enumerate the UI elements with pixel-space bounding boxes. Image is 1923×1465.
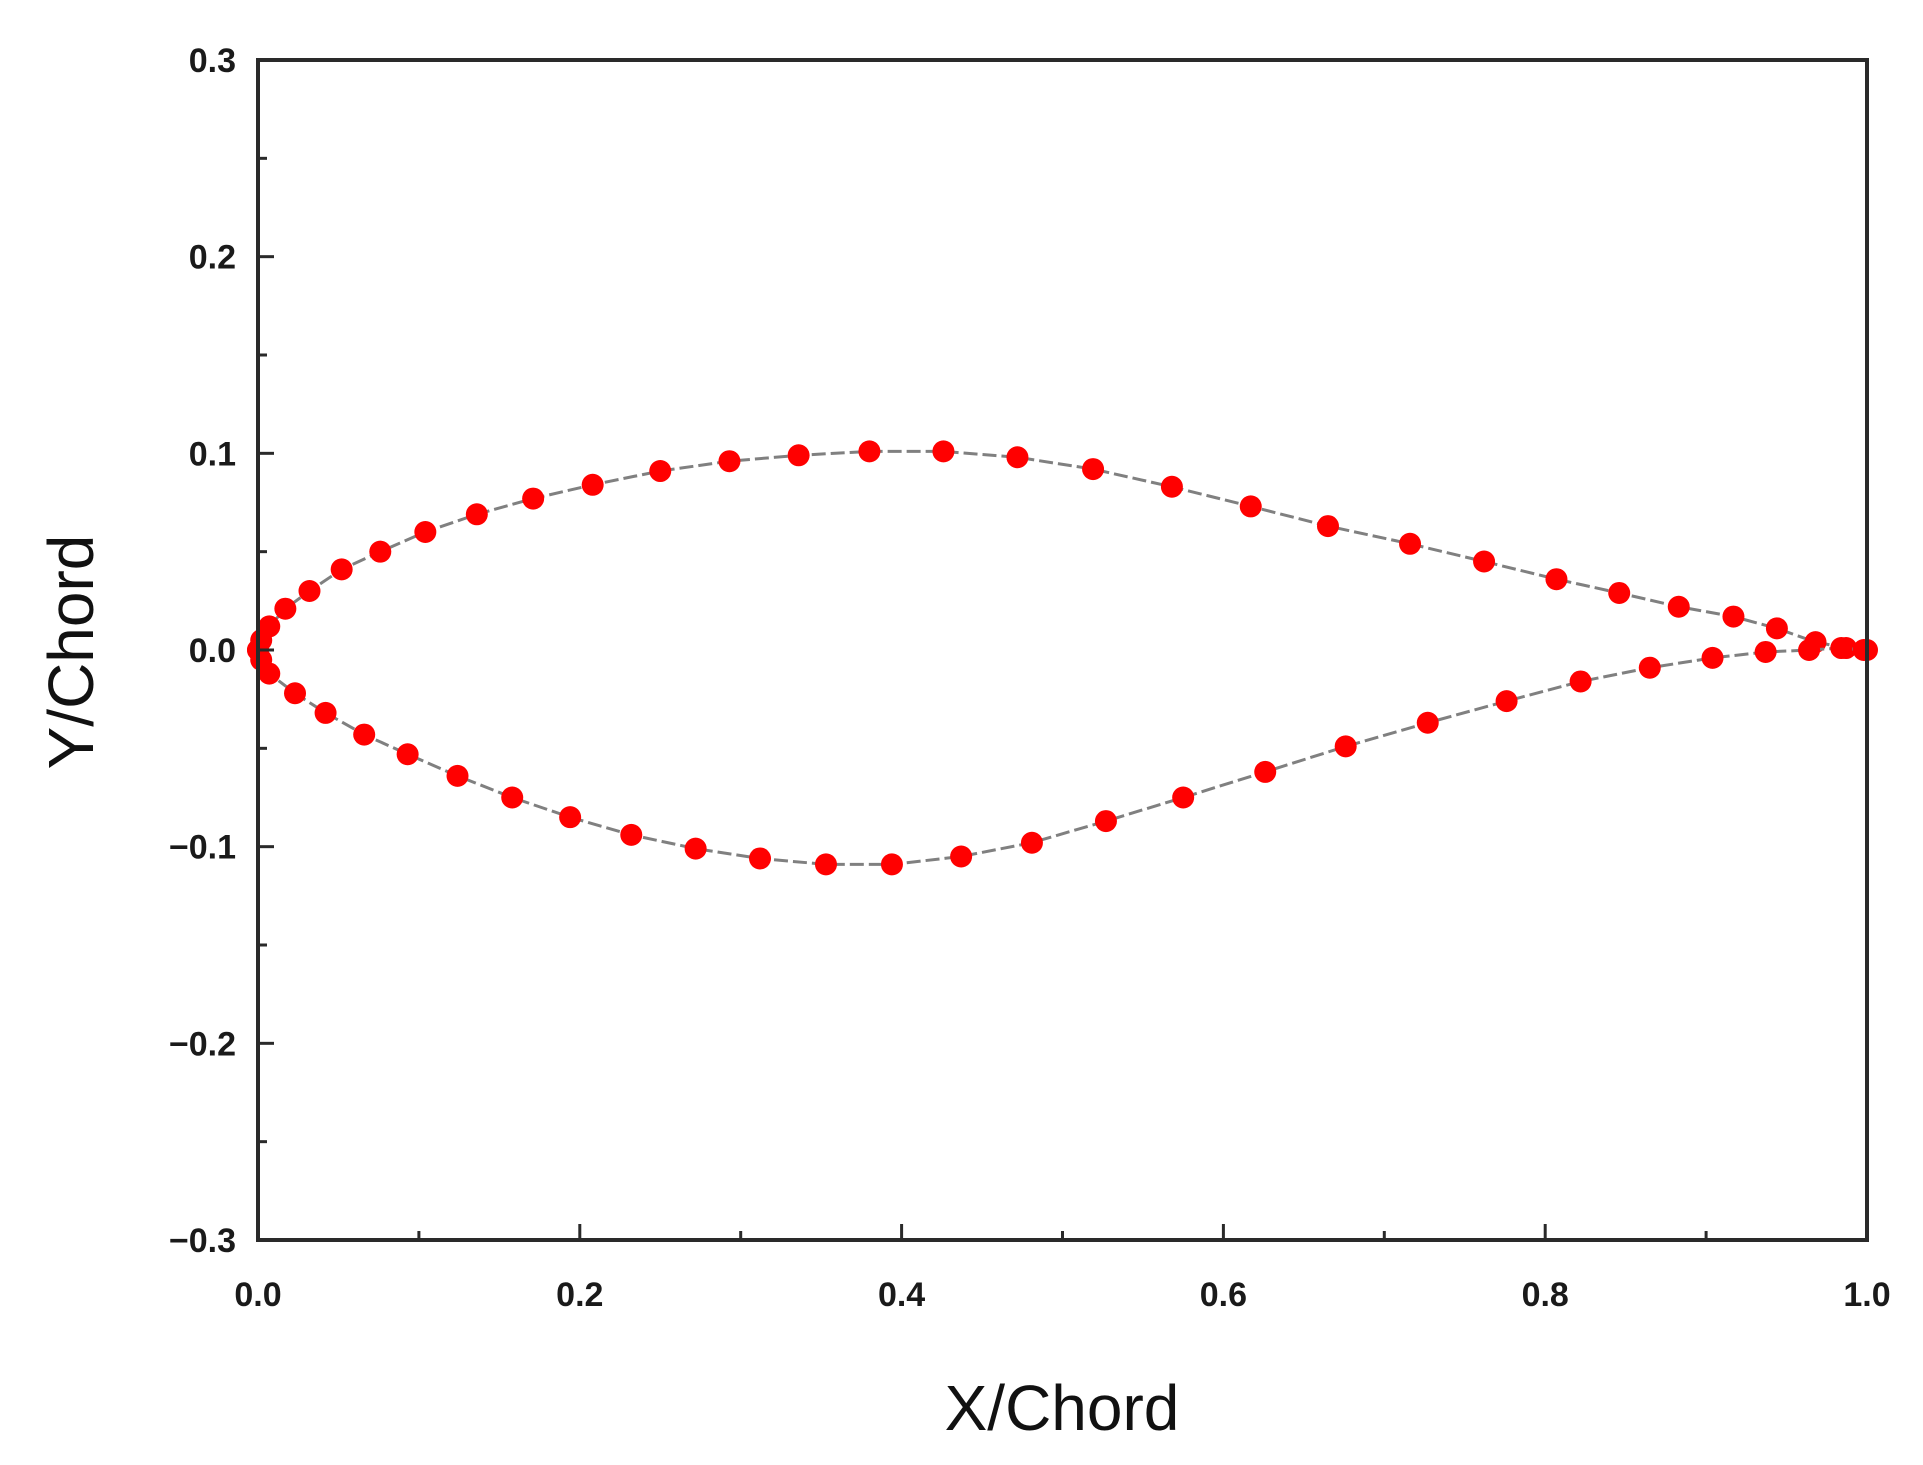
data-point xyxy=(274,597,297,620)
data-point xyxy=(1239,495,1262,518)
data-point xyxy=(258,662,281,685)
data-point xyxy=(284,682,307,705)
x-tick-label: 1.0 xyxy=(1843,1276,1890,1314)
series-1 xyxy=(247,440,1878,661)
y-tick-label: 0.0 xyxy=(189,632,236,670)
data-point xyxy=(880,853,903,876)
data-point xyxy=(1754,640,1777,663)
data-point xyxy=(1608,581,1631,604)
x-tick-label: 0.8 xyxy=(1522,1276,1569,1314)
tick-labels: 0.0 0.2 0.4 0.6 0.8 1.0 −0.3 −0.2 −0.1 0.0 0.1 0.2 0… xyxy=(169,42,1891,1314)
data-point xyxy=(814,853,837,876)
plot-frame xyxy=(256,58,1869,1242)
data-point xyxy=(649,460,672,483)
y-tick-label: 0.1 xyxy=(189,435,236,473)
x-tick-label: 0.0 xyxy=(234,1276,281,1314)
data-point xyxy=(559,806,582,829)
data-point xyxy=(1545,568,1568,591)
data-point xyxy=(1765,617,1788,640)
data-point xyxy=(1399,532,1422,555)
data-point xyxy=(1569,670,1592,693)
x-tick-label: 0.4 xyxy=(878,1276,925,1314)
data-point xyxy=(858,440,881,463)
y-tick-label: −0.1 xyxy=(169,829,236,867)
data-point xyxy=(684,837,707,860)
data-point xyxy=(1254,760,1277,783)
data-point xyxy=(501,786,524,809)
data-point xyxy=(1160,475,1183,498)
data-point xyxy=(330,558,353,581)
data-point xyxy=(1638,656,1661,679)
data-point xyxy=(620,823,643,846)
x-tick-label: 0.6 xyxy=(1200,1276,1247,1314)
data-point xyxy=(353,723,376,746)
data-point xyxy=(1495,690,1518,713)
data-point xyxy=(414,521,437,543)
y-tick-label: −0.2 xyxy=(169,1025,236,1063)
data-point xyxy=(1316,515,1339,538)
data-point xyxy=(314,701,337,724)
data-point xyxy=(1416,711,1439,734)
data-point xyxy=(749,847,772,870)
data-point xyxy=(396,743,419,766)
data-point xyxy=(1006,446,1029,469)
data-point xyxy=(369,540,392,563)
y-axis-title: Y/Chord xyxy=(35,535,107,770)
series-2 xyxy=(247,637,1875,876)
data-point xyxy=(1798,639,1821,661)
data-point xyxy=(1701,646,1724,669)
data-point xyxy=(932,440,955,463)
data-point xyxy=(1094,810,1117,833)
series-line xyxy=(256,449,1868,652)
data-point xyxy=(465,503,488,526)
plot-area xyxy=(247,440,1878,876)
data-point xyxy=(718,450,741,473)
y-tick-label: −0.3 xyxy=(169,1222,236,1260)
data-point xyxy=(950,845,973,868)
y-tick-label: 0.2 xyxy=(189,239,236,277)
data-point xyxy=(1852,639,1875,661)
data-point xyxy=(1473,550,1496,573)
data-point xyxy=(1172,786,1195,809)
data-point xyxy=(1082,458,1105,481)
data-point xyxy=(1830,637,1853,660)
data-point xyxy=(1722,605,1745,628)
axis-ticks xyxy=(256,58,1869,1242)
x-axis-title: X/Chord xyxy=(945,1372,1180,1444)
data-point xyxy=(787,444,810,467)
series-line xyxy=(256,646,1864,866)
data-point xyxy=(298,580,321,602)
data-point xyxy=(581,473,604,496)
data-point xyxy=(1667,595,1690,618)
x-tick-label: 0.2 xyxy=(556,1276,603,1314)
data-point xyxy=(1020,831,1043,854)
data-point xyxy=(1334,735,1357,758)
data-point xyxy=(446,764,469,787)
y-tick-label: 0.3 xyxy=(189,42,236,80)
data-point xyxy=(522,487,545,510)
